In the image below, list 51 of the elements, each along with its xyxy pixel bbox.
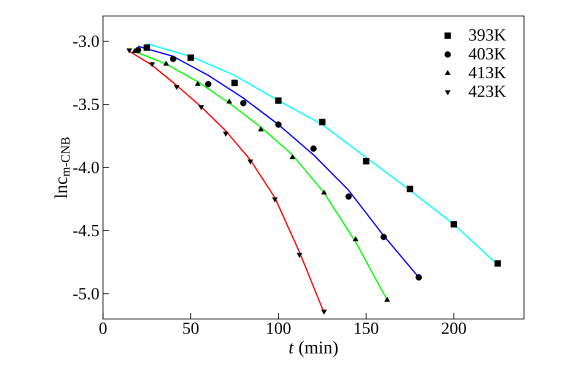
point bbox=[494, 260, 501, 267]
point bbox=[144, 44, 150, 51]
y-tick-label: -3.5 bbox=[73, 98, 99, 110]
y-tick-label: -4.5 bbox=[73, 224, 99, 236]
point bbox=[296, 252, 302, 258]
point bbox=[290, 154, 296, 160]
point bbox=[321, 310, 327, 315]
y-axis-title: lnc$_{m-CNB}$ bbox=[54, 137, 70, 198]
x-tick-label: 150 bbox=[354, 322, 378, 334]
legend-label: 393K bbox=[469, 29, 506, 41]
point bbox=[194, 80, 201, 86]
legend-label: 423K bbox=[468, 86, 506, 98]
point bbox=[223, 132, 229, 137]
point bbox=[352, 236, 358, 242]
point bbox=[174, 85, 180, 90]
legend-label: 403K bbox=[468, 48, 506, 60]
point bbox=[231, 80, 238, 86]
x-tick-label: 100 bbox=[267, 322, 291, 334]
point bbox=[450, 221, 458, 228]
y-tick-label: -4.0 bbox=[73, 162, 99, 174]
y-tick-label: -3.0 bbox=[73, 35, 99, 48]
point bbox=[149, 62, 155, 68]
point bbox=[163, 60, 169, 66]
x-tick-label: 50 bbox=[183, 322, 199, 334]
point bbox=[319, 118, 326, 126]
point bbox=[321, 190, 327, 194]
point bbox=[132, 48, 138, 54]
point bbox=[258, 126, 264, 132]
point bbox=[362, 158, 370, 164]
x-tick-label: 0 bbox=[99, 322, 107, 334]
point bbox=[272, 197, 278, 202]
point bbox=[126, 48, 132, 54]
point bbox=[205, 80, 212, 88]
legend-label: 413K bbox=[468, 66, 506, 78]
x-axis-title: t (min) bbox=[289, 340, 338, 358]
point bbox=[240, 100, 247, 106]
point bbox=[226, 98, 232, 104]
y-tick-label: -5.0 bbox=[73, 288, 99, 300]
point bbox=[345, 193, 352, 200]
point bbox=[416, 274, 422, 281]
point bbox=[170, 56, 176, 62]
point bbox=[188, 54, 194, 61]
point bbox=[380, 234, 387, 240]
point bbox=[406, 186, 414, 192]
point bbox=[310, 145, 317, 152]
point bbox=[275, 121, 282, 128]
point bbox=[275, 97, 282, 104]
point bbox=[248, 159, 254, 164]
x-tick-label: 200 bbox=[442, 322, 466, 334]
point bbox=[198, 105, 204, 110]
point bbox=[384, 296, 390, 302]
